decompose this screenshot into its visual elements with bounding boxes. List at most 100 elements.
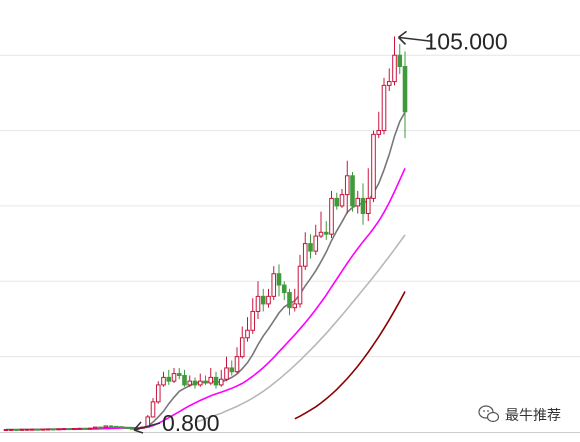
- candle: [119, 426, 124, 429]
- candle-body-up: [266, 295, 271, 305]
- candle: [29, 428, 35, 431]
- candle: [344, 160, 350, 214]
- candle: [329, 190, 334, 238]
- candle: [71, 428, 77, 431]
- candle: [281, 281, 287, 301]
- candle: [87, 427, 93, 430]
- candle: [386, 68, 392, 92]
- candle-body-up: [318, 231, 324, 237]
- candle-body-down: [82, 427, 88, 430]
- candle-body-up: [386, 81, 392, 86]
- candle-body-down: [98, 426, 103, 429]
- candle: [82, 427, 88, 430]
- candle-body-down: [119, 426, 124, 429]
- candle: [313, 224, 319, 255]
- candle: [292, 288, 298, 312]
- candle: [397, 43, 403, 75]
- candle-body-up: [40, 428, 46, 431]
- candle: [224, 356, 229, 382]
- candle: [61, 428, 67, 431]
- candle: [14, 428, 19, 431]
- candle-body-down: [397, 54, 403, 68]
- candle-body-up: [313, 235, 319, 252]
- candle-body-up: [19, 428, 25, 431]
- candle-body-up: [250, 310, 256, 331]
- candle: [229, 360, 235, 376]
- candle: [166, 369, 172, 385]
- candle: [376, 111, 382, 139]
- candle-body-up: [3, 429, 9, 432]
- candle: [360, 183, 366, 225]
- candle-body-down: [66, 428, 72, 431]
- low-value-label: 0.800: [162, 410, 220, 436]
- candle: [297, 254, 303, 308]
- candle-body-up: [92, 426, 98, 429]
- candle: [308, 234, 313, 259]
- candle-body-down: [166, 376, 172, 382]
- candle-body-up: [302, 243, 308, 267]
- candle: [92, 426, 98, 429]
- low-arrow-icon: [133, 421, 161, 434]
- candle-body-up: [56, 428, 61, 431]
- candle: [266, 288, 271, 308]
- wechat-icon: [478, 405, 500, 423]
- candle: [339, 188, 345, 208]
- candle-body-down: [14, 428, 19, 431]
- candle-body-up: [45, 428, 51, 431]
- candle: [103, 425, 109, 428]
- candle-body-up: [197, 380, 203, 386]
- moving-average-line-3: [194, 234, 406, 423]
- candle-body-down: [360, 197, 366, 214]
- candle: [213, 371, 219, 389]
- candle: [234, 347, 240, 374]
- candle-body-down: [35, 428, 40, 431]
- candle-body-down: [129, 427, 135, 430]
- candle-body-up: [245, 329, 250, 339]
- candle: [113, 425, 119, 428]
- candles: [3, 36, 408, 432]
- candle: [77, 427, 82, 430]
- candle: [245, 317, 250, 342]
- candle: [350, 172, 355, 212]
- candle: [318, 211, 324, 238]
- annotations: 105.000 0.800: [133, 28, 508, 436]
- grid: [0, 54, 580, 433]
- candle-body-up: [344, 175, 350, 196]
- candle-body-down: [281, 284, 287, 294]
- candle: [98, 426, 103, 429]
- candle: [355, 190, 361, 214]
- candle: [176, 367, 182, 380]
- candle-body-down: [176, 373, 182, 376]
- candle: [392, 36, 397, 86]
- candle: [197, 373, 203, 387]
- candle: [19, 428, 25, 431]
- candle-body-up: [365, 197, 371, 214]
- candle-body-up: [208, 376, 214, 384]
- watermark: 最牛推荐: [478, 405, 561, 423]
- candle: [334, 192, 340, 210]
- candle: [108, 425, 114, 428]
- candle: [161, 371, 166, 387]
- candle: [323, 221, 329, 240]
- candle-body-down: [260, 295, 266, 305]
- candle: [271, 266, 277, 301]
- candle-body-up: [218, 378, 224, 386]
- candle: [381, 77, 387, 135]
- candle-body-up: [329, 197, 334, 235]
- candle: [302, 232, 308, 270]
- candle: [371, 130, 376, 203]
- candle-body-up: [255, 295, 261, 312]
- candle: [155, 381, 161, 404]
- candle: [187, 375, 193, 387]
- candle: [35, 428, 40, 431]
- candle-body-up: [61, 428, 67, 431]
- candle: [171, 367, 177, 384]
- candle-body-down: [334, 197, 340, 207]
- candle-body-down: [350, 175, 355, 207]
- candle-body-up: [8, 428, 14, 431]
- candle: [365, 168, 371, 221]
- candle-body-down: [323, 231, 329, 235]
- candle-body-down: [402, 66, 408, 113]
- candle-body-down: [192, 380, 198, 386]
